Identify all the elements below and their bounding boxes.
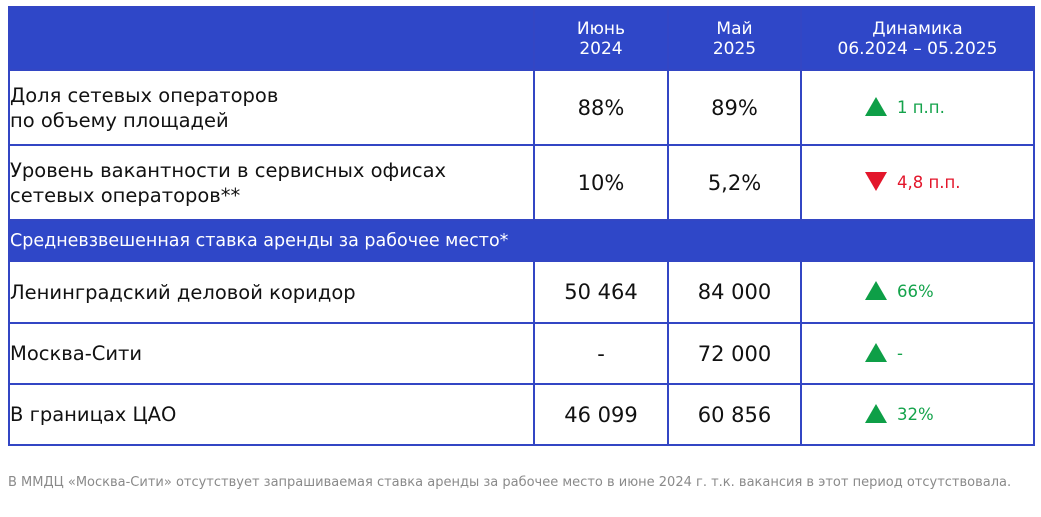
dynamics-value: 32% [897, 404, 934, 424]
header-may-2025-line1: Май [716, 18, 753, 39]
section-row: Средневзвешенная ставка аренды за рабоче… [8, 219, 1035, 262]
value-june-2024: 10% [533, 144, 669, 221]
value-may-2025: 60 856 [667, 383, 802, 446]
row-label: Доля сетевых операторов по объему площад… [8, 69, 535, 146]
table-row: Уровень вакантности в сервисных офисах с… [8, 144, 1035, 221]
header-dynamics-line2: 06.2024 – 05.2025 [837, 38, 998, 59]
row-label: Москва-Сити [8, 322, 535, 385]
triangle-up-icon [865, 403, 887, 423]
dynamics-cell: 66% [800, 260, 1035, 324]
dynamics-value: - [897, 343, 903, 363]
dynamics-value: 66% [897, 282, 934, 301]
footnote: В ММДЦ «Москва-Сити» отсутствует запраши… [8, 475, 1012, 490]
dynamics-cell: 4,8 п.п. [800, 144, 1035, 221]
value-june-2024: 46 099 [533, 383, 669, 446]
triangle-up-icon [865, 281, 887, 300]
header-june-2024: Июнь 2024 [533, 6, 669, 71]
value-june-2024: - [533, 322, 669, 385]
dynamics-cell: - [800, 322, 1035, 385]
header-june-2024-line1: Июнь [576, 18, 626, 39]
row-label-line1: Доля сетевых операторов [10, 83, 279, 107]
value-may-2025: 84 000 [667, 260, 802, 324]
value-june-2024: 50 464 [533, 260, 669, 324]
row-label: Ленинградский деловой коридор [8, 260, 535, 324]
triangle-down-icon [865, 171, 887, 191]
row-label-line2: по объему площадей [10, 108, 229, 132]
header-empty [8, 6, 535, 71]
row-label: В границах ЦАО [8, 383, 535, 446]
table-row: В границах ЦАО 46 099 60 856 32% [8, 383, 1035, 446]
header-may-2025-line2: 2025 [712, 38, 757, 59]
dynamics-cell: 1 п.п. [800, 69, 1035, 146]
header-dynamics: Динамика 06.2024 – 05.2025 [800, 6, 1035, 71]
header-row: Июнь 2024 Май 2025 Динамика 06.2024 – 05… [8, 6, 1035, 71]
row-label-line1: Уровень вакантности в сервисных офисах [10, 158, 447, 182]
header-dynamics-line1: Динамика [872, 18, 963, 39]
value-may-2025: 89% [667, 69, 802, 146]
value-may-2025: 72 000 [667, 322, 802, 385]
coworking-table: Июнь 2024 Май 2025 Динамика 06.2024 – 05… [8, 6, 1035, 446]
header-may-2025: Май 2025 [667, 6, 802, 71]
triangle-up-icon [865, 342, 887, 362]
table-row: Москва-Сити - 72 000 - [8, 322, 1035, 385]
table-row: Ленинградский деловой коридор 50 464 84 … [8, 260, 1035, 324]
dynamics-value: 1 п.п. [897, 97, 945, 117]
value-may-2025: 5,2% [667, 144, 802, 221]
section-title: Средневзвешенная ставка аренды за рабоче… [8, 219, 1035, 262]
triangle-up-icon [865, 96, 887, 116]
dynamics-value: 4,8 п.п. [897, 172, 961, 192]
table-row: Доля сетевых операторов по объему площад… [8, 69, 1035, 146]
row-label: Уровень вакантности в сервисных офисах с… [8, 144, 535, 221]
value-june-2024: 88% [533, 69, 669, 146]
row-label-line2: сетевых операторов** [10, 183, 241, 207]
dynamics-cell: 32% [800, 383, 1035, 446]
header-june-2024-line2: 2024 [579, 38, 623, 59]
